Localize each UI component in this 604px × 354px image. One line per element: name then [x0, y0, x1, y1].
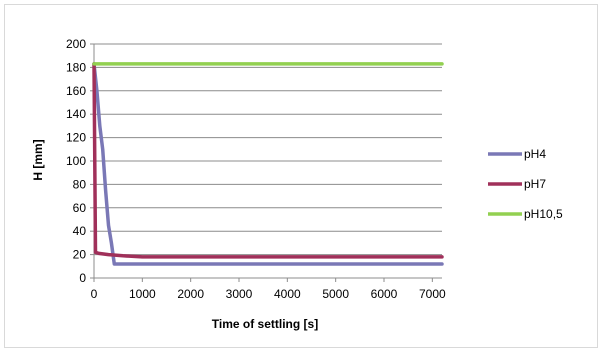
- series-line-ph7: [92, 62, 444, 259]
- x-tick-label: 0: [91, 287, 98, 301]
- gridlines: [94, 43, 442, 256]
- x-tick-label: 2000: [177, 287, 204, 301]
- x-tick-label: 1000: [129, 287, 156, 301]
- y-tick-label: 60: [73, 201, 87, 215]
- y-tick-label: 180: [66, 60, 86, 74]
- series-lines: [92, 62, 444, 266]
- y-tick-label: 140: [66, 107, 86, 121]
- x-tick-labels: 0 1000 2000 3000 4000 5000 6000 7000: [91, 287, 446, 301]
- y-tick-label: 160: [66, 84, 86, 98]
- y-tick-label: 80: [73, 177, 87, 191]
- legend-label: pH10,5: [524, 207, 563, 221]
- legend-label: pH4: [524, 147, 546, 161]
- y-tick-label: 200: [66, 37, 86, 51]
- legend-label: pH7: [524, 177, 546, 191]
- y-tick-label: 20: [73, 248, 87, 262]
- x-tick-label: 5000: [322, 287, 349, 301]
- legend: pH4 pH7 pH10,5: [488, 147, 563, 221]
- x-tick-label: 4000: [274, 287, 301, 301]
- y-tick-label: 0: [79, 271, 86, 285]
- x-tick-label: 7000: [419, 287, 446, 301]
- y-tick-label: 100: [66, 154, 86, 168]
- axes: [90, 43, 442, 282]
- y-tick-label: 120: [66, 131, 86, 145]
- x-tick-label: 6000: [371, 287, 398, 301]
- y-tick-label: 40: [73, 224, 87, 238]
- x-tick-label: 3000: [226, 287, 253, 301]
- series-line-ph4: [92, 62, 444, 266]
- y-axis-title: H [mm]: [31, 139, 45, 180]
- y-tick-labels: 0 20 40 60 80 100 120 140 160 180 200: [66, 37, 86, 285]
- x-axis-title: Time of settling [s]: [212, 317, 318, 331]
